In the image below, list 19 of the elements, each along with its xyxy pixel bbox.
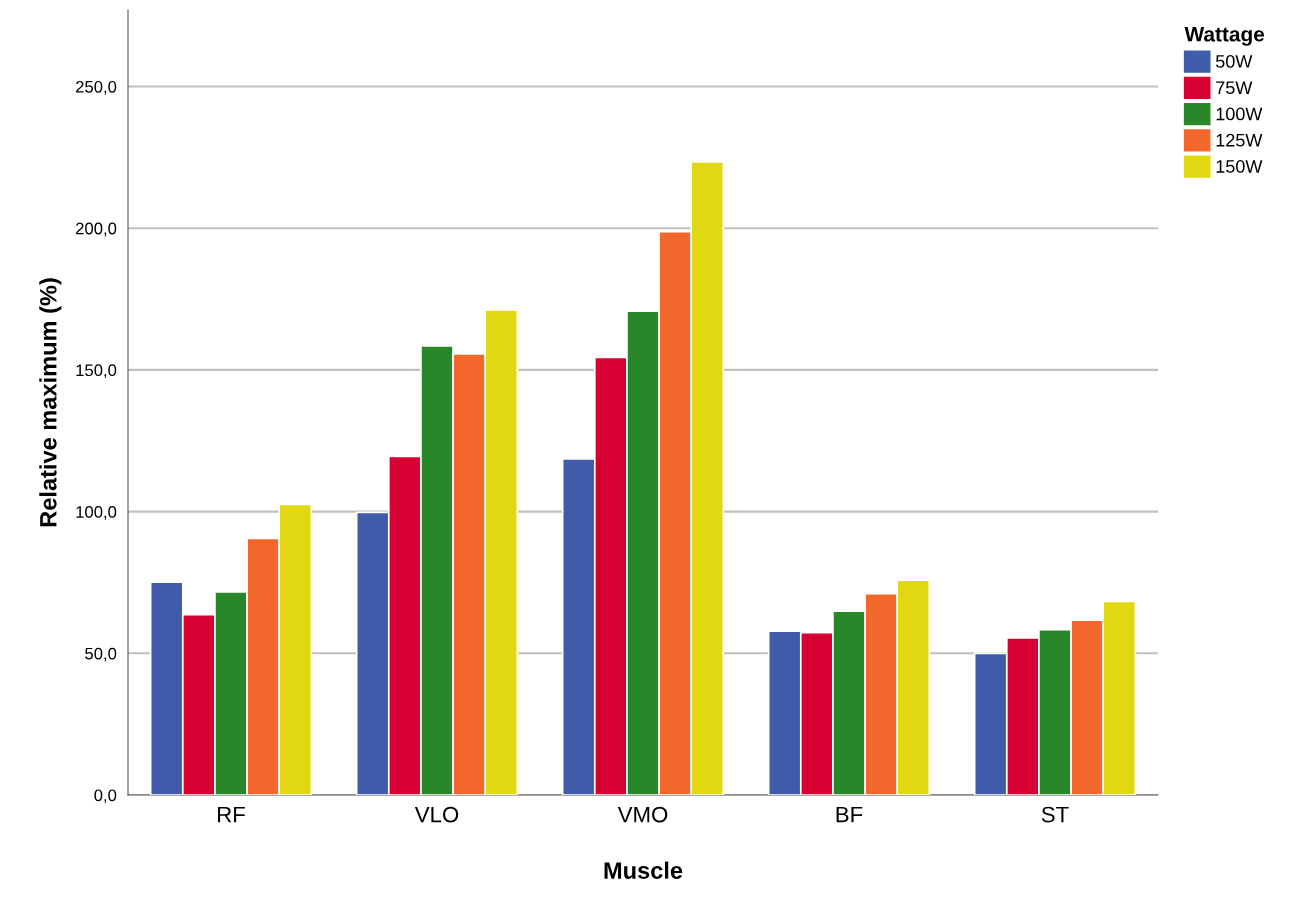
legend-label: 100W bbox=[1216, 107, 1263, 121]
legend-label: 125W bbox=[1216, 133, 1263, 147]
y-tick-label: 100,0 bbox=[76, 506, 117, 520]
y-tick-label: 250,0 bbox=[76, 80, 117, 95]
x-tick-label: BF bbox=[836, 806, 863, 823]
y-tick-label: 150,0 bbox=[76, 364, 117, 379]
x-tick-label: VMO bbox=[617, 806, 668, 823]
y-tick-label: 0,0 bbox=[94, 789, 117, 804]
y-tick-label: 50,0 bbox=[85, 647, 117, 662]
x-tick-label: VLO bbox=[414, 806, 459, 823]
legend-label: 75W bbox=[1216, 81, 1253, 95]
x-tick-label: RF bbox=[218, 806, 245, 823]
y-axis-title: Relative maximum (%) bbox=[39, 278, 62, 527]
legend-title: Wattage bbox=[1184, 27, 1265, 46]
y-tick-label: 200,0 bbox=[76, 222, 117, 237]
legend-label: 150W bbox=[1216, 160, 1263, 173]
x-tick-label: ST bbox=[1041, 806, 1069, 823]
legend-label: 50W bbox=[1215, 55, 1253, 68]
x-axis-title: Muscle bbox=[604, 861, 683, 879]
